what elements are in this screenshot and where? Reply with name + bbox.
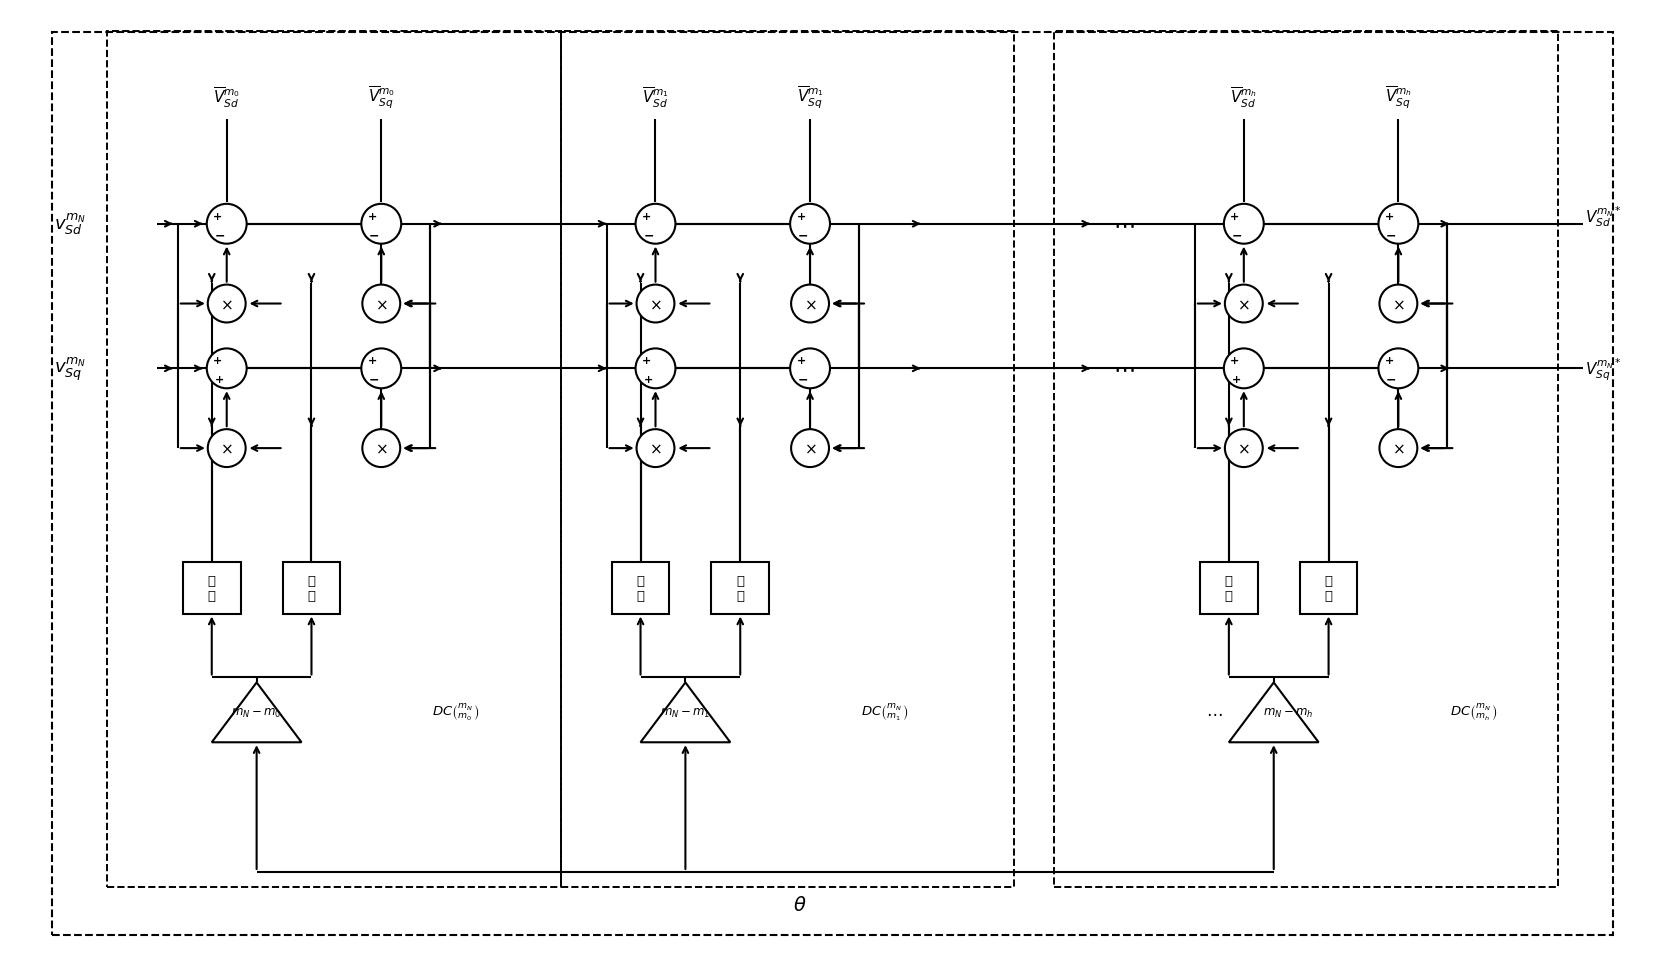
Circle shape <box>635 204 674 244</box>
Text: +: + <box>641 356 651 366</box>
Text: $m_N-m_0$: $m_N-m_0$ <box>232 706 282 719</box>
Circle shape <box>636 286 674 323</box>
Circle shape <box>1223 349 1263 389</box>
Text: $\cdots$: $\cdots$ <box>1112 214 1135 235</box>
Text: −: − <box>643 229 653 242</box>
Bar <box>108 32 560 887</box>
Text: $\overline{V}_{Sd}^{m_0}$: $\overline{V}_{Sd}^{m_0}$ <box>214 86 240 111</box>
Text: −: − <box>797 229 809 242</box>
Circle shape <box>1377 349 1417 389</box>
Bar <box>611 562 669 614</box>
Text: $\overline{V}_{Sq}^{m_0}$: $\overline{V}_{Sq}^{m_0}$ <box>368 85 394 111</box>
Circle shape <box>790 349 830 389</box>
Text: −: − <box>1385 374 1395 386</box>
Text: $\times$: $\times$ <box>1236 296 1249 312</box>
Text: +: + <box>368 211 376 222</box>
Text: +: + <box>641 211 651 222</box>
Polygon shape <box>1228 683 1317 742</box>
Circle shape <box>207 204 247 244</box>
Circle shape <box>207 286 245 323</box>
Text: +: + <box>1384 211 1394 222</box>
Text: +: + <box>795 211 805 222</box>
Circle shape <box>635 349 674 389</box>
Text: $\times$: $\times$ <box>804 441 815 456</box>
Bar <box>182 562 240 614</box>
Text: +: + <box>214 356 222 366</box>
Polygon shape <box>212 683 302 742</box>
Circle shape <box>363 429 399 467</box>
Text: $V_{Sd}^{m_N*}$: $V_{Sd}^{m_N*}$ <box>1584 204 1621 229</box>
Text: +: + <box>1229 211 1239 222</box>
Text: +: + <box>1384 356 1394 366</box>
Text: +: + <box>368 356 376 366</box>
Text: $m_N-m_1$: $m_N-m_1$ <box>659 706 711 719</box>
Text: $\times$: $\times$ <box>650 441 661 456</box>
Text: $\cdots$: $\cdots$ <box>1112 359 1135 378</box>
Text: $DC\binom{m_N}{m_h}$: $DC\binom{m_N}{m_h}$ <box>1448 702 1496 723</box>
Circle shape <box>1379 429 1417 467</box>
Text: $\times$: $\times$ <box>374 441 388 456</box>
Circle shape <box>1225 286 1263 323</box>
Text: 正
弦: 正 弦 <box>307 574 315 602</box>
Bar <box>282 562 340 614</box>
Text: $\times$: $\times$ <box>804 296 815 312</box>
Text: $DC\binom{m_N}{m_0}$: $DC\binom{m_N}{m_0}$ <box>432 702 479 723</box>
Circle shape <box>207 349 247 389</box>
Text: +: + <box>214 211 222 222</box>
Bar <box>1200 562 1258 614</box>
Bar <box>1054 32 1558 887</box>
Text: +: + <box>215 375 224 385</box>
Circle shape <box>361 349 401 389</box>
Circle shape <box>790 204 830 244</box>
Text: $\overline{V}_{Sq}^{m_h}$: $\overline{V}_{Sq}^{m_h}$ <box>1384 85 1412 111</box>
Text: +: + <box>795 356 805 366</box>
Text: 正
弦: 正 弦 <box>736 574 744 602</box>
Text: +: + <box>1229 356 1239 366</box>
Text: $\times$: $\times$ <box>1392 441 1403 456</box>
Text: +: + <box>643 375 653 385</box>
Text: −: − <box>370 374 379 386</box>
Text: $\times$: $\times$ <box>1236 441 1249 456</box>
Text: $\times$: $\times$ <box>374 296 388 312</box>
Bar <box>560 32 1014 887</box>
Text: $\overline{V}_{Sd}^{m_1}$: $\overline{V}_{Sd}^{m_1}$ <box>641 86 669 111</box>
Text: 余
弦: 余 弦 <box>207 574 215 602</box>
Text: $\times$: $\times$ <box>220 296 234 312</box>
Circle shape <box>363 286 399 323</box>
Text: $\theta$: $\theta$ <box>792 896 807 914</box>
Polygon shape <box>640 683 729 742</box>
Text: $\overline{V}_{Sq}^{m_1}$: $\overline{V}_{Sq}^{m_1}$ <box>795 85 824 111</box>
Circle shape <box>1223 204 1263 244</box>
Text: $v_{Sd}^{m_N}$: $v_{Sd}^{m_N}$ <box>55 212 86 237</box>
Text: $\overline{V}_{Sd}^{m_h}$: $\overline{V}_{Sd}^{m_h}$ <box>1229 86 1256 111</box>
Text: $\times$: $\times$ <box>1392 296 1403 312</box>
Text: $V_{Sq}^{m_N*}$: $V_{Sq}^{m_N*}$ <box>1584 356 1621 382</box>
Text: −: − <box>797 374 809 386</box>
Circle shape <box>1377 204 1417 244</box>
Text: $\cdots$: $\cdots$ <box>1205 703 1221 722</box>
Text: 余
弦: 余 弦 <box>636 574 645 602</box>
Text: 余
弦: 余 弦 <box>1225 574 1233 602</box>
Text: −: − <box>1231 229 1241 242</box>
Text: $m_N-m_h$: $m_N-m_h$ <box>1263 706 1312 719</box>
Text: −: − <box>370 229 379 242</box>
Circle shape <box>790 286 828 323</box>
Text: $\times$: $\times$ <box>650 296 661 312</box>
Circle shape <box>790 429 828 467</box>
Text: $DC\binom{m_N}{m_1}$: $DC\binom{m_N}{m_1}$ <box>860 702 908 723</box>
Circle shape <box>1379 286 1417 323</box>
Circle shape <box>636 429 674 467</box>
Bar <box>1299 562 1357 614</box>
Circle shape <box>1225 429 1263 467</box>
Bar <box>711 562 769 614</box>
Text: +: + <box>1231 375 1241 385</box>
Text: $\times$: $\times$ <box>220 441 234 456</box>
Circle shape <box>361 204 401 244</box>
Text: −: − <box>214 229 225 242</box>
Text: −: − <box>1385 229 1395 242</box>
Circle shape <box>207 429 245 467</box>
Text: $v_{Sq}^{m_N}$: $v_{Sq}^{m_N}$ <box>55 355 86 382</box>
Text: 正
弦: 正 弦 <box>1324 574 1332 602</box>
